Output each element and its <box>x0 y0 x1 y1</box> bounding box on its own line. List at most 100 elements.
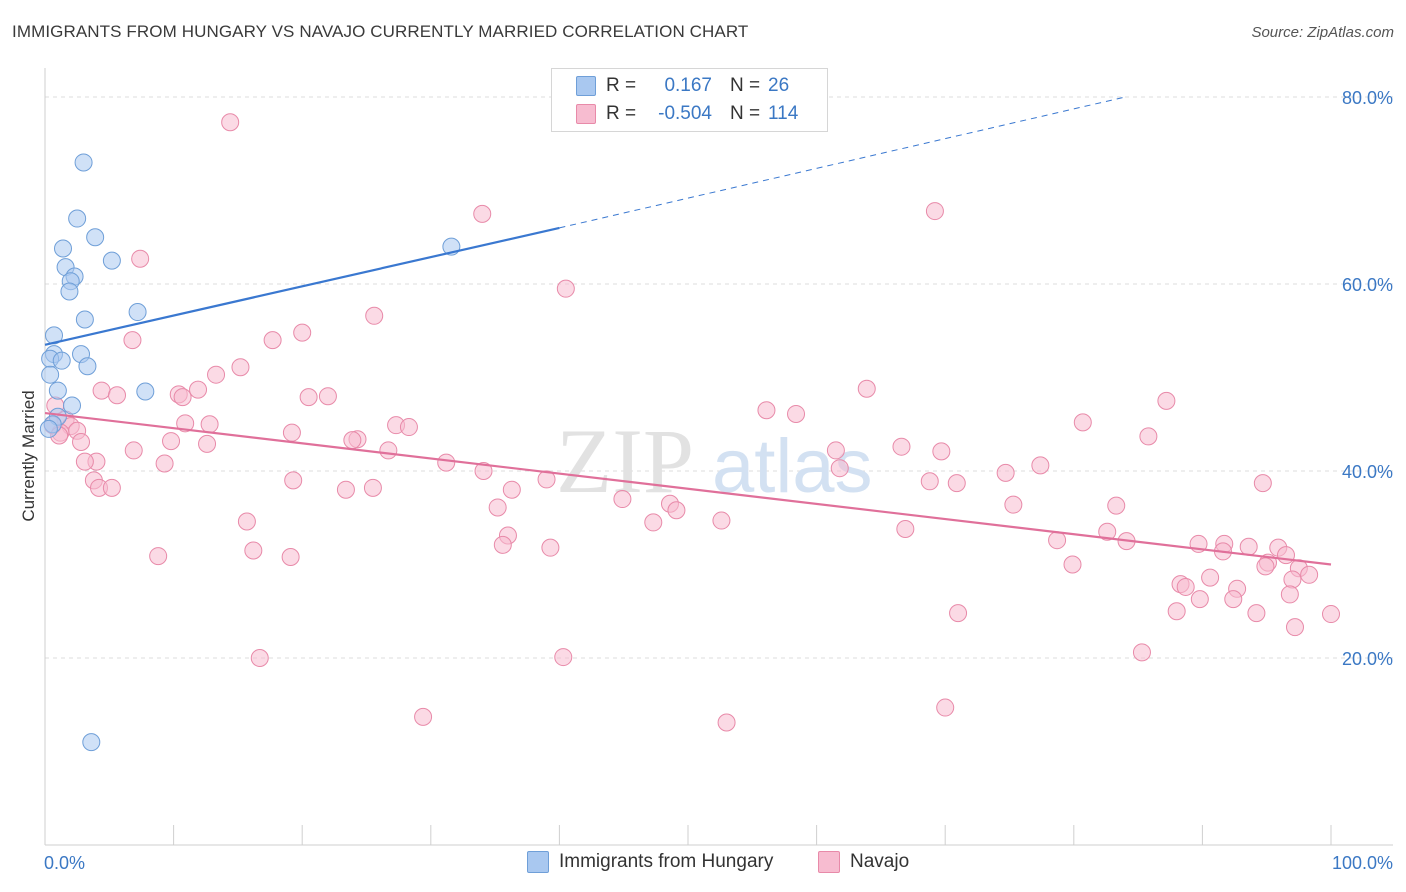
navajo-point <box>365 306 384 325</box>
navajo-point <box>1107 496 1126 515</box>
legend-swatch-hungary <box>527 851 549 873</box>
hungary-point <box>45 326 64 345</box>
navajo-point <box>932 442 951 461</box>
legend-row-navajo: R = -0.504 N = 114 <box>552 102 798 126</box>
trend-lines <box>44 96 1332 566</box>
navajo-point <box>556 279 575 298</box>
stats-legend: R = 0.167 N = 26 R = -0.504 N = 114 <box>551 68 828 132</box>
y-tick-label: 20.0% <box>1342 649 1393 669</box>
legend-item-navajo[interactable]: Navajo <box>818 851 909 873</box>
y-tick-labels: 20.0% 40.0% 60.0% 80.0% <box>1342 88 1393 669</box>
navajo-point <box>712 511 731 530</box>
hungary-trend-line <box>44 226 560 346</box>
navajo-point <box>237 512 256 531</box>
hungary-point <box>54 239 73 258</box>
navajo-point <box>1132 643 1151 662</box>
navajo-point <box>250 649 269 667</box>
navajo-point <box>131 249 150 268</box>
navajo-point <box>189 380 208 399</box>
navajo-point <box>830 459 849 478</box>
navajo-point <box>399 418 418 437</box>
navajo-point <box>263 331 282 350</box>
y-tick-label: 60.0% <box>1342 275 1393 295</box>
navajo-point <box>123 331 142 350</box>
navajo-point <box>318 387 337 406</box>
hungary-point <box>78 357 97 376</box>
navajo-point <box>488 498 507 517</box>
navajo-point <box>124 441 143 460</box>
navajo-point <box>336 480 355 499</box>
navajo-points <box>43 113 1340 732</box>
navajo-point <box>613 490 632 509</box>
navajo-point <box>231 358 250 377</box>
navajo-point <box>299 388 318 407</box>
legend-n-label: N = <box>730 75 761 96</box>
navajo-point <box>644 513 663 532</box>
chart-title: IMMIGRANTS FROM HUNGARY VS NAVAJO CURREN… <box>12 22 749 41</box>
hungary-point <box>52 351 71 370</box>
navajo-point <box>293 323 312 342</box>
navajo-point <box>414 707 433 726</box>
navajo-point <box>826 441 845 460</box>
navajo-point <box>1276 546 1295 565</box>
legend-r-value: 0.167 <box>664 75 712 96</box>
navajo-point <box>1048 531 1067 550</box>
navajo-point <box>787 404 806 423</box>
navajo-point <box>857 379 876 398</box>
navajo-point <box>1247 604 1266 623</box>
legend-label-hungary: Immigrants from Hungary <box>559 851 774 872</box>
navajo-point <box>537 470 556 489</box>
legend-label-navajo: Navajo <box>850 851 910 872</box>
navajo-point <box>244 541 263 560</box>
navajo-point <box>102 478 121 497</box>
legend-n-label: N = <box>730 103 761 124</box>
hungary-point <box>75 310 94 329</box>
navajo-point <box>1139 427 1158 446</box>
y-tick-label: 40.0% <box>1342 462 1393 482</box>
hungary-point <box>82 733 101 752</box>
navajo-point <box>75 452 94 471</box>
navajo-point <box>207 365 226 384</box>
navajo-point <box>1256 557 1275 576</box>
navajo-point <box>176 414 195 433</box>
legend-n-value: 114 <box>768 103 799 124</box>
navajo-point <box>72 433 91 452</box>
legend-swatch-navajo <box>576 104 596 124</box>
legend-swatch-navajo <box>818 851 840 873</box>
navajo-point <box>363 478 382 497</box>
hungary-point <box>102 251 121 270</box>
navajo-point <box>437 453 456 472</box>
navajo-point <box>949 604 968 623</box>
navajo-point <box>502 480 521 499</box>
navajo-point <box>1004 495 1023 514</box>
navajo-point <box>221 113 240 132</box>
legend-r-label: R = <box>606 103 637 124</box>
legend-n-value: 26 <box>768 75 790 96</box>
y-tick-label: 80.0% <box>1342 88 1393 108</box>
hungary-point <box>74 153 93 172</box>
series-legend: Immigrants from Hungary Navajo <box>0 851 1406 877</box>
navajo-point <box>1190 590 1209 609</box>
x-tick-labels: 0.0% 100.0% <box>44 853 1393 873</box>
navajo-point <box>282 423 301 442</box>
navajo-point <box>541 538 560 557</box>
navajo-point <box>667 501 686 520</box>
navajo-point <box>473 204 492 223</box>
navajo-point <box>379 441 398 460</box>
navajo-point <box>1063 555 1082 574</box>
x-tick-label: 100.0% <box>1332 853 1393 873</box>
legend-item-hungary[interactable]: Immigrants from Hungary <box>527 851 773 873</box>
hungary-point <box>48 381 67 400</box>
navajo-point <box>1300 565 1319 584</box>
hungary-point <box>68 209 87 228</box>
legend-r-label: R = <box>606 75 637 96</box>
hungary-point <box>41 365 60 384</box>
hungary-point <box>39 419 58 438</box>
navajo-point <box>1201 568 1220 587</box>
navajo-trend-line <box>44 411 1332 566</box>
navajo-point <box>198 434 217 453</box>
legend-row-hungary: R = 0.167 N = 26 <box>552 74 789 98</box>
navajo-point <box>162 432 181 451</box>
navajo-point <box>493 535 512 554</box>
